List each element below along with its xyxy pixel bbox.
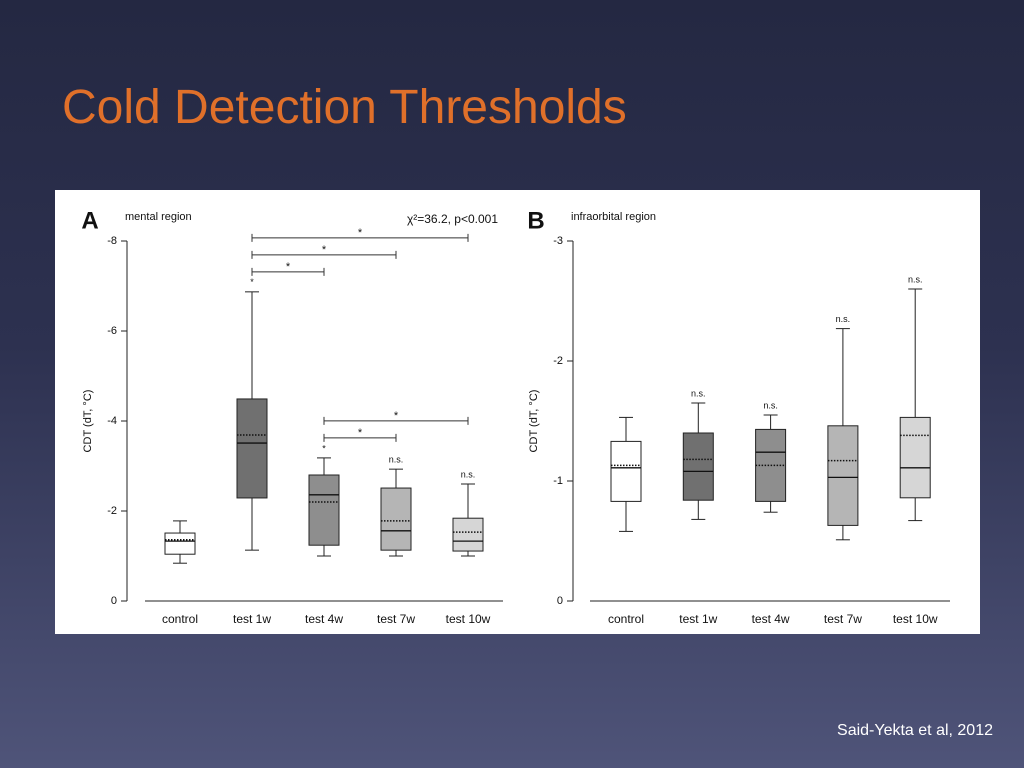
y-tick-label: -8	[107, 235, 117, 247]
y-tick-label: 0	[111, 595, 117, 607]
x-tick-label: test 7w	[824, 612, 862, 626]
x-tick-label: control	[608, 612, 644, 626]
citation: Said-Yekta et al, 2012	[837, 722, 993, 739]
box-label: n.s.	[908, 274, 923, 284]
box	[899, 416, 931, 499]
box-label: n.s.	[836, 314, 851, 324]
box	[452, 517, 484, 552]
box-label: n.s.	[389, 455, 404, 465]
box	[236, 398, 268, 499]
box	[827, 425, 859, 526]
box-label: *	[322, 443, 326, 453]
box-label: n.s.	[461, 469, 476, 479]
y-tick-label: -4	[107, 415, 117, 427]
y-tick-label: -2	[107, 505, 117, 517]
box-label: n.s.	[691, 388, 706, 398]
box-label: *	[250, 277, 254, 287]
box-label: n.s.	[763, 400, 778, 410]
x-tick-label: test 1w	[679, 612, 717, 626]
bracket-label: *	[358, 427, 363, 439]
region-label: mental region	[125, 211, 192, 223]
region-label: infraorbital region	[571, 211, 656, 223]
bracket-label: *	[358, 227, 363, 239]
y-axis-label: CDT (dT, °C)	[528, 390, 540, 453]
y-tick-label: -1	[553, 475, 563, 487]
y-tick-label: -3	[553, 235, 563, 247]
x-tick-label: control	[162, 612, 198, 626]
box	[610, 440, 642, 502]
panel-letter: A	[81, 207, 98, 234]
bracket-label: *	[394, 410, 399, 422]
x-tick-label: test 10w	[446, 612, 491, 626]
x-tick-label: test 1w	[233, 612, 271, 626]
y-tick-label: -2	[553, 355, 563, 367]
box	[308, 474, 340, 546]
box	[380, 487, 412, 551]
box	[164, 532, 196, 555]
figure-panel	[55, 190, 980, 634]
y-axis-label: CDT (dT, °C)	[82, 390, 94, 453]
box	[682, 432, 714, 501]
bracket-label: *	[322, 244, 327, 256]
bracket-label: *	[286, 261, 291, 273]
x-tick-label: test 4w	[752, 612, 790, 626]
panel-letter: B	[527, 207, 544, 234]
x-tick-label: test 4w	[305, 612, 343, 626]
x-tick-label: test 7w	[377, 612, 415, 626]
slide-title: Cold Detection Thresholds	[62, 81, 627, 134]
x-tick-label: test 10w	[893, 612, 938, 626]
y-tick-label: -6	[107, 325, 117, 337]
stat-annotation: χ²=36.2, p<0.001	[407, 212, 498, 226]
y-tick-label: 0	[557, 595, 563, 607]
